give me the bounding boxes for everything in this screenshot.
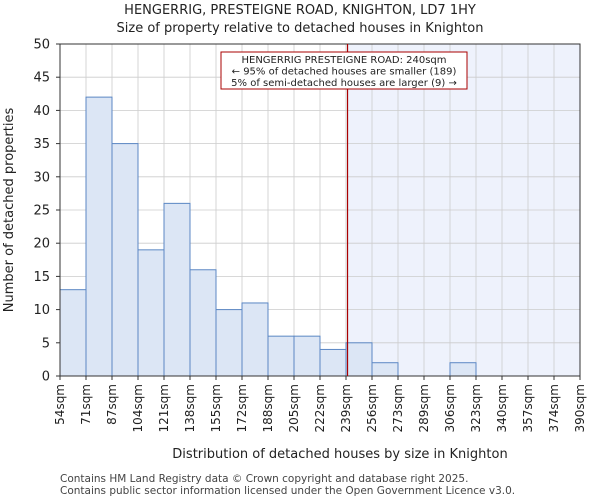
y-tick-label-1: 5 — [42, 336, 50, 351]
bar-1 — [85, 96, 113, 377]
bar-9 — [293, 335, 321, 377]
x-tick-label-1: 71sqm — [79, 384, 93, 425]
y-tick-label-4: 20 — [33, 237, 50, 252]
bar-12 — [371, 362, 399, 377]
annotation-box — [220, 51, 468, 90]
y-tick-label-3: 15 — [33, 270, 50, 285]
x-tick-label-3: 104sqm — [131, 384, 145, 432]
bar-3 — [137, 249, 165, 377]
bar-8 — [267, 335, 295, 377]
chart-subtitle: Size of property relative to detached ho… — [117, 21, 484, 36]
x-tick-label-4: 121sqm — [157, 384, 171, 432]
y-tick-label-6: 30 — [33, 170, 50, 185]
x-tick-label-17: 340sqm — [495, 384, 509, 432]
x-tick-label-11: 239sqm — [339, 384, 353, 432]
x-tick-label-12: 256sqm — [365, 384, 379, 432]
bar-6 — [215, 309, 243, 377]
x-tick-label-2: 87sqm — [105, 384, 119, 425]
bar-11 — [345, 342, 373, 377]
bar-0 — [59, 289, 87, 377]
x-tick-label-18: 357sqm — [521, 384, 535, 432]
x-tick-label-6: 155sqm — [209, 384, 223, 432]
y-tick-label-9: 45 — [33, 71, 50, 86]
y-tick-label-0: 0 — [42, 370, 50, 385]
x-tick-label-5: 138sqm — [183, 384, 197, 432]
annotation-line-1: HENGERRIG PRESTEIGNE ROAD: 240sqm — [241, 55, 446, 66]
x-tick-label-19: 374sqm — [547, 384, 561, 432]
y-tick-label-10: 50 — [33, 38, 50, 53]
annotation-line-2: ← 95% of detached houses are smaller (18… — [232, 67, 457, 78]
x-tick-label-13: 273sqm — [391, 384, 405, 432]
bar-7 — [241, 302, 269, 377]
x-tick-label-0: 54sqm — [53, 384, 67, 425]
x-tick-label-10: 222sqm — [313, 384, 327, 432]
bar-10 — [319, 348, 347, 377]
bar-2 — [111, 143, 139, 377]
chart-title: HENGERRIG, PRESTEIGNE ROAD, KNIGHTON, LD… — [124, 3, 476, 18]
y-tick-label-5: 25 — [33, 204, 50, 219]
y-tick-label-7: 35 — [33, 137, 50, 152]
x-tick-label-14: 289sqm — [417, 384, 431, 432]
y-tick-label-2: 10 — [33, 303, 50, 318]
x-tick-label-15: 306sqm — [443, 384, 457, 432]
y-tick-label-8: 40 — [33, 104, 50, 119]
annotation-line-3: 5% of semi-detached houses are larger (9… — [231, 78, 457, 89]
footer-line-1: Contains HM Land Registry data © Crown c… — [60, 473, 468, 485]
x-tick-label-20: 390sqm — [573, 384, 587, 432]
x-tick-label-8: 188sqm — [261, 384, 275, 432]
y-axis-label: Number of detached properties — [2, 108, 17, 313]
x-tick-label-7: 172sqm — [235, 384, 249, 432]
bar-5 — [189, 269, 217, 377]
x-tick-label-9: 205sqm — [287, 384, 301, 432]
bar-15 — [449, 362, 477, 377]
plot-area: 0 5 10 15 20 25 30 35 40 45 50 54sqm 71sqm 87sqm 104sq… — [33, 38, 587, 433]
footer-line-2: Contains public sector information licen… — [60, 485, 515, 497]
x-axis-label: Distribution of detached houses by size … — [172, 447, 507, 462]
x-tick-label-16: 323sqm — [469, 384, 483, 432]
bar-4 — [163, 202, 191, 377]
